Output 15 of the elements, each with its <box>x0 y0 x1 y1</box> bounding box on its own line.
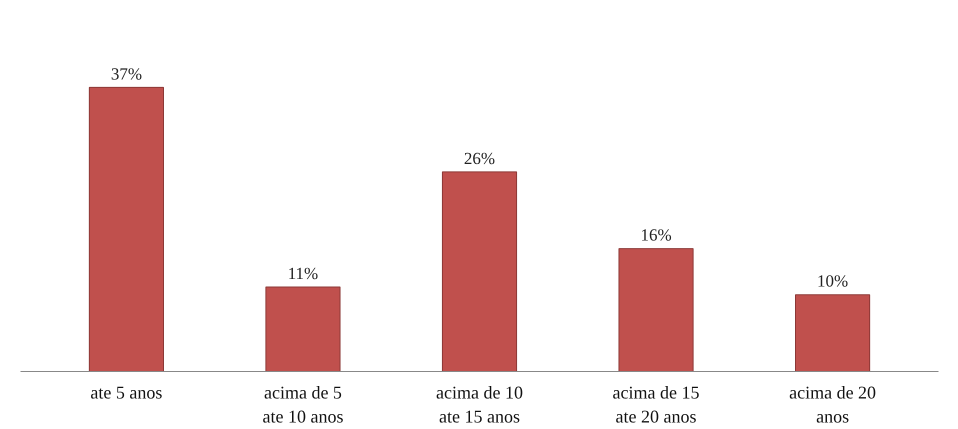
x-tick-label: ate 5 anos <box>90 382 162 402</box>
x-tick-label: acima de 20 anos <box>789 382 876 426</box>
bar <box>442 171 518 372</box>
data-label: 16% <box>640 226 672 245</box>
bar <box>265 286 341 372</box>
data-label: 11% <box>288 264 318 284</box>
bar <box>618 248 694 372</box>
data-label: 10% <box>816 272 848 291</box>
data-label: 37% <box>110 64 142 84</box>
bar <box>795 294 870 372</box>
data-label: 26% <box>464 148 496 168</box>
x-tick-label: acima de 5 ate 10 anos <box>262 382 344 426</box>
bar <box>88 86 164 372</box>
x-tick-label: acima de 15 ate 20 anos <box>612 382 700 426</box>
x-tick-label: acima de 10 ate 15 anos <box>436 382 523 426</box>
